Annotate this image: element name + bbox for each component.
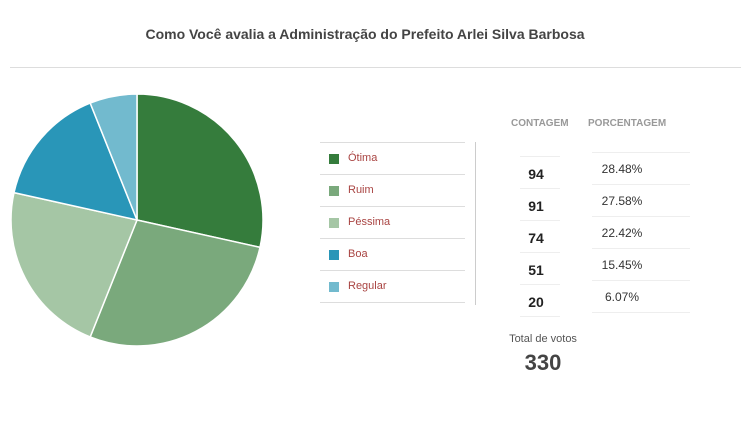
percent-separator	[592, 280, 690, 281]
legend-swatch	[329, 154, 339, 164]
count-value: 91	[528, 198, 544, 214]
percent-separator	[592, 312, 690, 313]
count-separator	[520, 284, 560, 285]
legend-label: Péssima	[348, 216, 391, 228]
percent-separator	[592, 184, 690, 185]
legend-item: Ótima	[320, 143, 465, 175]
percent-value: 28.48%	[601, 162, 643, 176]
legend-item: Boa	[320, 239, 465, 271]
pie-slice-1	[89, 219, 261, 347]
percent-value: 27.58%	[601, 194, 643, 208]
total-votes-label: Total de votos	[509, 333, 577, 345]
legend-label: Boa	[348, 248, 368, 260]
pie-chart	[10, 93, 264, 347]
percent-separator	[592, 248, 690, 249]
count-separator	[520, 252, 560, 253]
legend-item: Regular	[320, 271, 465, 303]
chart-title: Como Você avalia a Administração do Pref…	[145, 26, 585, 42]
pie-slice-0	[136, 93, 264, 249]
legend-item: Péssima	[320, 207, 465, 239]
count-value: 51	[528, 262, 544, 278]
count-separator	[520, 220, 560, 221]
count-separator	[520, 316, 560, 317]
percent-separator	[592, 152, 690, 153]
legend-swatch	[329, 250, 339, 260]
count-separator	[520, 188, 560, 189]
pie-slice-4	[89, 93, 138, 221]
legend-swatch	[329, 186, 339, 196]
percent-value: 22.42%	[601, 226, 643, 240]
legend-swatch	[329, 282, 339, 292]
percent-value: 15.45%	[601, 258, 643, 272]
legend-label: Ótima	[348, 152, 378, 164]
legend-item: Ruim	[320, 175, 465, 207]
pie-slice-2	[10, 191, 139, 338]
percent-value: 6.07%	[604, 290, 640, 304]
legend-label: Ruim	[348, 184, 374, 196]
count-separator	[520, 156, 560, 157]
legend-separator	[475, 142, 476, 305]
count-value: 94	[528, 166, 544, 182]
pie-slice-3	[13, 102, 139, 222]
legend-swatch	[329, 218, 339, 228]
title-divider	[10, 67, 741, 68]
percent-header: PORCENTAGEM	[588, 118, 667, 129]
count-value: 74	[528, 230, 544, 246]
legend-label: Regular	[348, 280, 387, 292]
count-header: CONTAGEM	[511, 118, 569, 129]
count-value: 20	[528, 294, 544, 310]
total-votes-value: 330	[524, 350, 562, 375]
legend-top-border	[320, 142, 465, 143]
percent-separator	[592, 216, 690, 217]
